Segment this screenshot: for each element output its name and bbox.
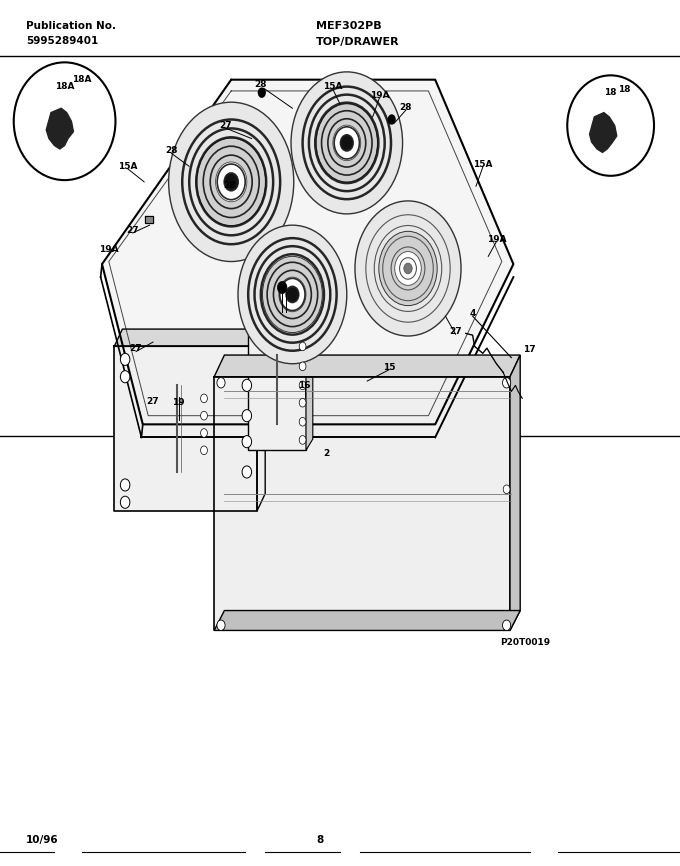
Text: 19A: 19A: [370, 91, 389, 100]
Circle shape: [299, 398, 306, 407]
Text: 28: 28: [165, 146, 177, 155]
Polygon shape: [214, 611, 520, 630]
Polygon shape: [248, 333, 306, 450]
Text: 19A: 19A: [99, 245, 118, 254]
Circle shape: [503, 378, 511, 388]
Circle shape: [217, 620, 225, 630]
Text: 28: 28: [224, 181, 236, 190]
Text: 15: 15: [383, 363, 395, 372]
Circle shape: [262, 256, 322, 333]
Circle shape: [279, 277, 306, 312]
Text: 18: 18: [618, 85, 630, 94]
Text: 28: 28: [254, 81, 267, 89]
Text: Publication No.: Publication No.: [26, 21, 116, 31]
Text: 15A: 15A: [473, 160, 492, 169]
Polygon shape: [590, 113, 617, 152]
Text: 2: 2: [323, 449, 330, 458]
Polygon shape: [46, 108, 73, 149]
Text: 10/96: 10/96: [26, 835, 58, 845]
Text: 27: 27: [146, 397, 158, 406]
Text: 4: 4: [469, 309, 476, 318]
Circle shape: [299, 381, 306, 390]
Polygon shape: [257, 329, 265, 511]
Circle shape: [225, 174, 237, 190]
Circle shape: [216, 162, 247, 202]
Ellipse shape: [567, 75, 654, 176]
Text: 27: 27: [130, 345, 142, 353]
Circle shape: [120, 353, 130, 365]
Circle shape: [287, 288, 298, 301]
Text: 28: 28: [400, 103, 412, 112]
Circle shape: [169, 102, 294, 262]
Ellipse shape: [14, 62, 116, 180]
Text: 18A: 18A: [72, 75, 91, 84]
Polygon shape: [214, 377, 510, 630]
Circle shape: [258, 87, 266, 98]
Circle shape: [299, 342, 306, 351]
Circle shape: [316, 104, 377, 182]
Circle shape: [201, 429, 207, 437]
Text: 17: 17: [523, 346, 535, 354]
Text: 19: 19: [173, 398, 185, 407]
Circle shape: [379, 231, 437, 306]
Text: 16: 16: [299, 381, 311, 390]
Circle shape: [388, 114, 396, 125]
Polygon shape: [114, 346, 257, 511]
Text: 19A: 19A: [487, 235, 506, 243]
Circle shape: [201, 394, 207, 403]
Circle shape: [404, 263, 412, 274]
Circle shape: [503, 485, 510, 494]
Text: 5995289401: 5995289401: [26, 36, 98, 46]
Polygon shape: [145, 216, 153, 223]
Circle shape: [355, 201, 461, 336]
Polygon shape: [114, 329, 265, 346]
Text: 27: 27: [126, 226, 139, 235]
Circle shape: [120, 371, 130, 383]
Circle shape: [299, 436, 306, 444]
Polygon shape: [306, 320, 313, 450]
Circle shape: [299, 362, 306, 371]
Circle shape: [197, 138, 266, 226]
Polygon shape: [510, 355, 520, 630]
Circle shape: [242, 410, 252, 422]
Circle shape: [394, 252, 421, 286]
Circle shape: [291, 72, 403, 214]
Circle shape: [238, 225, 347, 364]
Circle shape: [333, 125, 360, 161]
Circle shape: [120, 496, 130, 508]
Circle shape: [242, 379, 252, 391]
Circle shape: [217, 378, 225, 388]
Polygon shape: [248, 320, 313, 333]
Circle shape: [242, 466, 252, 478]
Text: 15A: 15A: [118, 162, 137, 171]
Text: MEF302PB: MEF302PB: [316, 21, 382, 31]
Circle shape: [201, 411, 207, 420]
Text: 18: 18: [605, 88, 617, 97]
Circle shape: [120, 479, 130, 491]
Circle shape: [299, 417, 306, 426]
Text: 27: 27: [220, 121, 232, 130]
Circle shape: [201, 446, 207, 455]
Text: 8: 8: [316, 835, 323, 845]
Circle shape: [242, 436, 252, 448]
Text: 15A: 15A: [324, 82, 343, 91]
Circle shape: [277, 281, 287, 294]
Text: P20T0019: P20T0019: [500, 638, 550, 647]
Circle shape: [503, 620, 511, 630]
Text: 27: 27: [449, 327, 462, 336]
Text: TOP/DRAWER: TOP/DRAWER: [316, 37, 400, 48]
Text: 18A: 18A: [55, 82, 74, 91]
Circle shape: [341, 136, 352, 150]
Polygon shape: [102, 80, 513, 424]
Polygon shape: [214, 355, 520, 377]
